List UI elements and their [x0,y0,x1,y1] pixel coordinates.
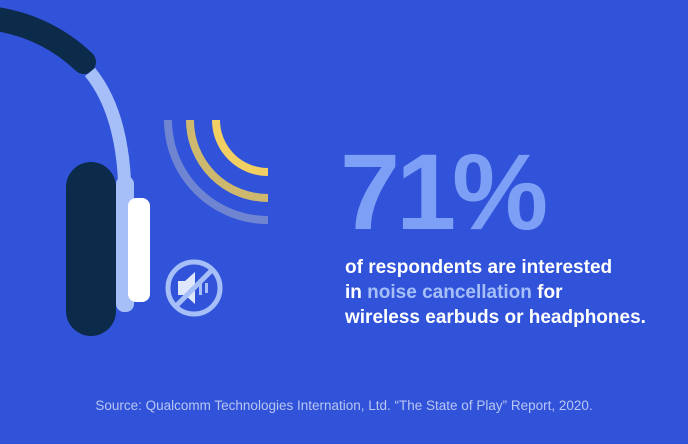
headphones-icon [0,7,150,336]
sound-waves-icon [164,119,269,224]
mute-speaker-icon [165,259,223,317]
stat-percentage: 71% [340,131,548,252]
highlight-noise-cancellation: noise cancellation [367,282,532,303]
source-citation: Source: Qualcomm Technologies Internatio… [95,398,593,413]
description-line-3: wireless earbuds or headphones. [345,307,646,328]
description-line-2: in noise cancellation for [345,280,646,305]
description-line-1: of respondents are interested [345,257,613,278]
stat-description: of respondents are interested in noise c… [345,255,646,330]
description-suffix: for [531,282,563,303]
description-prefix: in [345,282,368,303]
